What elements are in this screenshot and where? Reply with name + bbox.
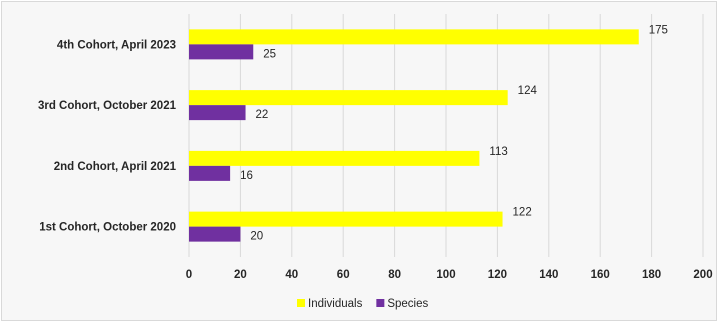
data-label: 22: [256, 109, 269, 121]
legend: Individuals Species: [297, 298, 429, 310]
species-bar: [189, 226, 241, 242]
x-tick-label: 160: [591, 269, 610, 281]
data-label: 122: [513, 207, 532, 219]
legend-label-individuals: Individuals: [308, 298, 363, 310]
category-label: 3rd Cohort, October 2021: [38, 100, 177, 112]
x-tick-label: 120: [488, 269, 507, 281]
species-bar: [189, 44, 254, 60]
species-bar: [189, 105, 246, 121]
species-bar: [189, 165, 231, 181]
x-tick-label: 140: [539, 269, 558, 281]
x-tick-label: 180: [642, 269, 661, 281]
data-label: 124: [518, 85, 538, 97]
x-tick-label: 100: [436, 269, 455, 281]
data-label: 113: [489, 146, 507, 158]
individuals-bar: [189, 90, 508, 106]
x-tick-label: 80: [388, 269, 401, 281]
x-tick-label: 0: [186, 269, 192, 281]
x-tick-label: 200: [693, 269, 712, 281]
data-label: 16: [240, 170, 253, 182]
individuals-bar: [189, 29, 639, 45]
label-group: 0 20 40 60 80 100 120 140 160 180 200 4th Cohort, A…: [38, 24, 713, 281]
data-label: 175: [649, 24, 668, 36]
legend-swatch-individuals: [297, 299, 305, 307]
x-tick-label: 20: [234, 269, 247, 281]
x-tick-label: 40: [285, 269, 298, 281]
individuals-bar: [189, 150, 480, 166]
category-label: 2nd Cohort, April 2021: [54, 161, 177, 173]
category-label: 4th Cohort, April 2023: [57, 39, 176, 51]
category-label: 1st Cohort, October 2020: [39, 222, 176, 234]
data-label: 20: [250, 231, 263, 243]
x-tick-label: 60: [337, 269, 350, 281]
individuals-bar: [189, 211, 503, 227]
legend-swatch-species: [376, 299, 385, 307]
legend-label-species: Species: [387, 298, 428, 310]
bar-group: [189, 29, 639, 242]
data-label: 25: [263, 48, 276, 60]
